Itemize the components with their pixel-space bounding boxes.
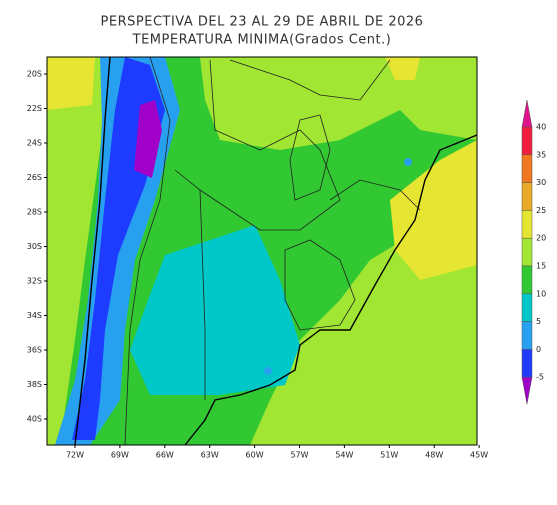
coastline [74,57,111,445]
lon-label: 57W [290,451,308,460]
colorbar-label: 40 [536,123,546,132]
colorbar-band [521,126,533,156]
colorbar-label: 35 [536,150,546,159]
field [47,57,95,110]
field [404,158,412,166]
lon-label: 48W [425,451,443,460]
lat-label: 20S [27,70,42,79]
colorbar-label: 0 [536,345,541,354]
field [47,57,110,445]
field [385,57,420,80]
border [174,59,341,231]
lon-label: 72W [66,451,84,460]
title-line: PERSPECTIVA DEL 23 AL 29 DE ABRIL DE 202… [101,15,424,30]
colorbar-label: -5 [536,373,544,382]
border [199,189,206,400]
coastline [184,134,477,445]
border [124,57,171,445]
border [289,114,331,201]
colorbar-label: 20 [536,234,546,243]
lat-label: 28S [27,208,42,217]
field [130,225,300,395]
field [390,140,477,280]
colorbar-label: 25 [536,206,546,215]
lon-label: 54W [335,451,353,460]
colorbar-band [521,237,533,267]
lon-label: 66W [156,451,174,460]
colorbar-band [521,349,533,378]
lat-label: 36S [27,346,42,355]
colorbar-band [521,321,533,350]
lat-label: 32S [27,277,42,286]
colorbar-cap [521,99,533,128]
colorbar-band [521,293,533,322]
colorbar-label: 5 [536,317,541,326]
colorbar-band [521,154,533,183]
colorbar-label: 15 [536,262,546,271]
colorbar-band [521,265,533,295]
border [284,239,356,331]
lon-label: 51W [380,451,398,460]
lat-label: 22S [27,104,42,113]
field [134,100,162,178]
lon-label: 45W [470,451,488,460]
lat-label: 24S [27,139,42,148]
lat-label: 26S [27,173,42,182]
lon-label: 60W [246,451,264,460]
colorbar-cap [521,376,533,405]
colorbar-label: 10 [536,289,546,298]
lat-label: 30S [27,242,42,251]
lon-label: 69W [111,451,129,460]
lat-label: 34S [27,311,42,320]
lon-label: 63W [201,451,219,460]
title-line: TEMPERATURA MINIMA(Grados Cent.) [132,33,392,48]
border [229,59,391,101]
field [264,367,272,375]
map [46,56,478,446]
colorbar-band [521,210,533,239]
colorbar-label: 30 [536,178,546,187]
lat-label: 38S [27,380,42,389]
colorbar-band [521,182,533,211]
field [200,57,400,150]
border [329,179,421,211]
lat-label: 40S [27,415,42,424]
map-frame [46,56,478,446]
